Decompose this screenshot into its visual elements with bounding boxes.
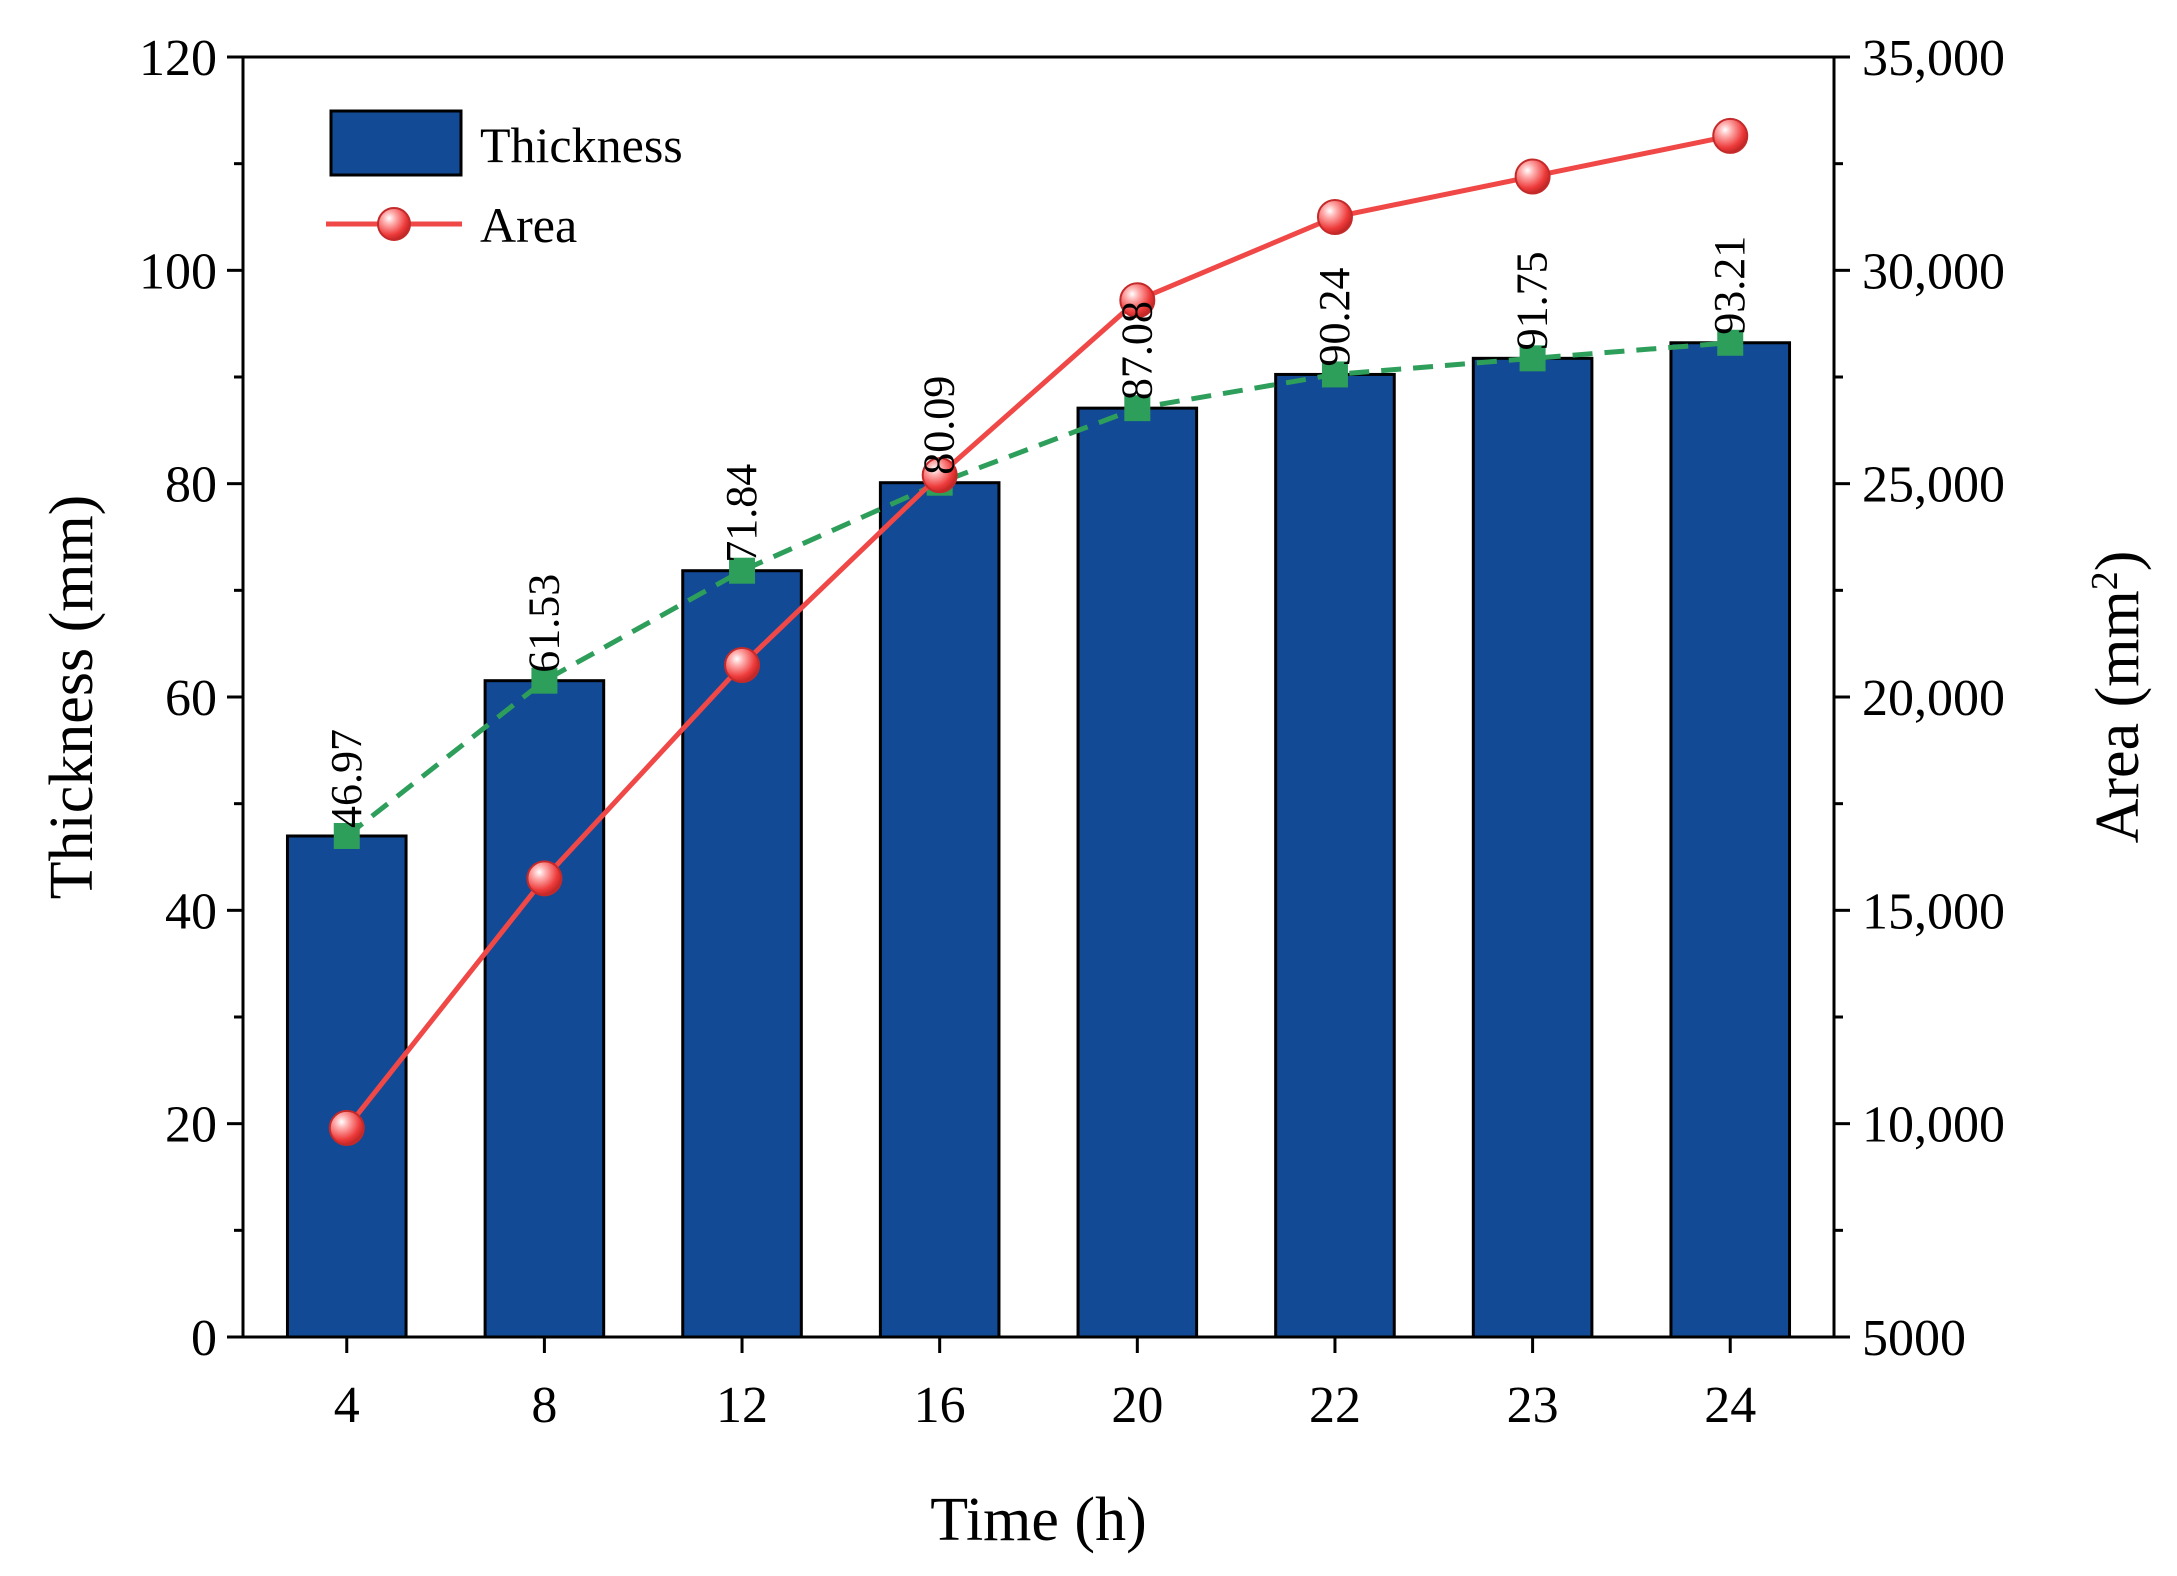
y-left-tick-label: 120 bbox=[139, 30, 217, 87]
area-marker bbox=[526, 860, 563, 897]
legend-label-thickness: Thickness bbox=[480, 117, 683, 173]
area-marker bbox=[724, 647, 761, 683]
x-tick-label: 4 bbox=[334, 1377, 360, 1434]
y-left-tick-label: 40 bbox=[165, 883, 217, 940]
legend: Thickness Area bbox=[326, 109, 683, 253]
legend-label-area: Area bbox=[480, 197, 577, 253]
bar bbox=[483, 679, 606, 1339]
area-marker bbox=[921, 457, 958, 494]
x-tick-label: 16 bbox=[914, 1377, 966, 1434]
x-axis-title: Time (h) bbox=[930, 1486, 1146, 1554]
trend-marker bbox=[531, 667, 558, 694]
trend-marker bbox=[1519, 345, 1546, 372]
trend-marker bbox=[729, 557, 756, 584]
legend-swatch-thickness bbox=[329, 109, 463, 177]
y-left-tick-label: 0 bbox=[191, 1310, 217, 1367]
y-right-ticks: 5000 10,000 15,000 20,000 25,000 30,000 35,000 bbox=[1834, 30, 2005, 1367]
legend-swatch-area-marker bbox=[377, 207, 411, 241]
y-right-axis-title-sup: 2 bbox=[2084, 571, 2126, 590]
area-marker bbox=[1514, 158, 1551, 195]
trend-marker bbox=[333, 822, 360, 849]
area-marker bbox=[328, 1109, 365, 1146]
trend-marker bbox=[1321, 361, 1348, 388]
bar bbox=[681, 569, 803, 1339]
data-label: 71.84 bbox=[717, 464, 766, 563]
y-left-axis-title: Thickness (mm) bbox=[38, 495, 106, 900]
y-right-axis-title-close: ) bbox=[2084, 551, 2152, 572]
x-tick-label: 22 bbox=[1309, 1377, 1361, 1434]
y-right-tick-label: 10,000 bbox=[1862, 1097, 2005, 1154]
area-line bbox=[344, 133, 1731, 1130]
y-right-tick-label: 30,000 bbox=[1862, 243, 2005, 300]
trend-marker bbox=[1717, 329, 1744, 356]
x-tick-label: 20 bbox=[1111, 1377, 1163, 1434]
x-tick-label: 24 bbox=[1704, 1377, 1756, 1434]
trend-marker bbox=[1124, 395, 1151, 422]
data-label: 46.97 bbox=[322, 729, 371, 828]
area-marker bbox=[1712, 117, 1749, 154]
y-right-axis-title-text: Area (mm bbox=[2084, 590, 2152, 843]
x-tick-label: 12 bbox=[716, 1377, 768, 1434]
y-left-ticks: 0 20 40 60 80 100 120 bbox=[139, 30, 243, 1367]
y-right-axis-title: Area (mm2) bbox=[2084, 551, 2152, 844]
area-line-group bbox=[328, 117, 1749, 1146]
y-right-tick-label: 25,000 bbox=[1862, 457, 2005, 514]
bar bbox=[1471, 356, 1594, 1339]
bar bbox=[878, 481, 1001, 1339]
area-marker bbox=[1119, 282, 1156, 319]
y-right-tick-label: 5000 bbox=[1862, 1310, 1966, 1367]
data-label: 80.09 bbox=[915, 376, 964, 475]
bar bbox=[285, 834, 408, 1339]
y-left-tick-label: 20 bbox=[165, 1097, 217, 1154]
data-label: 87.08 bbox=[1112, 301, 1161, 400]
data-label: 91.75 bbox=[1508, 251, 1557, 350]
y-right-tick-label: 15,000 bbox=[1862, 883, 2005, 940]
x-tick-label: 23 bbox=[1507, 1377, 1559, 1434]
y-left-tick-label: 60 bbox=[165, 670, 217, 727]
data-label: 93.21 bbox=[1705, 236, 1754, 335]
trend-line bbox=[345, 340, 1731, 838]
y-right-tick-label: 20,000 bbox=[1862, 670, 2005, 727]
y-left-tick-label: 80 bbox=[165, 457, 217, 514]
area-marker bbox=[1316, 199, 1353, 235]
bar bbox=[1076, 406, 1199, 1339]
y-right-tick-label: 35,000 bbox=[1862, 30, 2005, 87]
y-left-tick-label: 100 bbox=[139, 243, 217, 300]
data-label: 61.53 bbox=[519, 574, 568, 673]
bar bbox=[1274, 372, 1396, 1339]
data-label-group: 46.97 61.53 71.84 80.09 87.08 90.24 91.75 93.21 bbox=[322, 236, 1754, 828]
bar-group bbox=[285, 341, 1792, 1339]
x-ticks: 4 8 12 16 20 22 23 24 bbox=[334, 1337, 1756, 1434]
x-tick-label: 8 bbox=[531, 1377, 557, 1434]
data-label: 90.24 bbox=[1310, 267, 1359, 366]
bar bbox=[1669, 341, 1792, 1339]
